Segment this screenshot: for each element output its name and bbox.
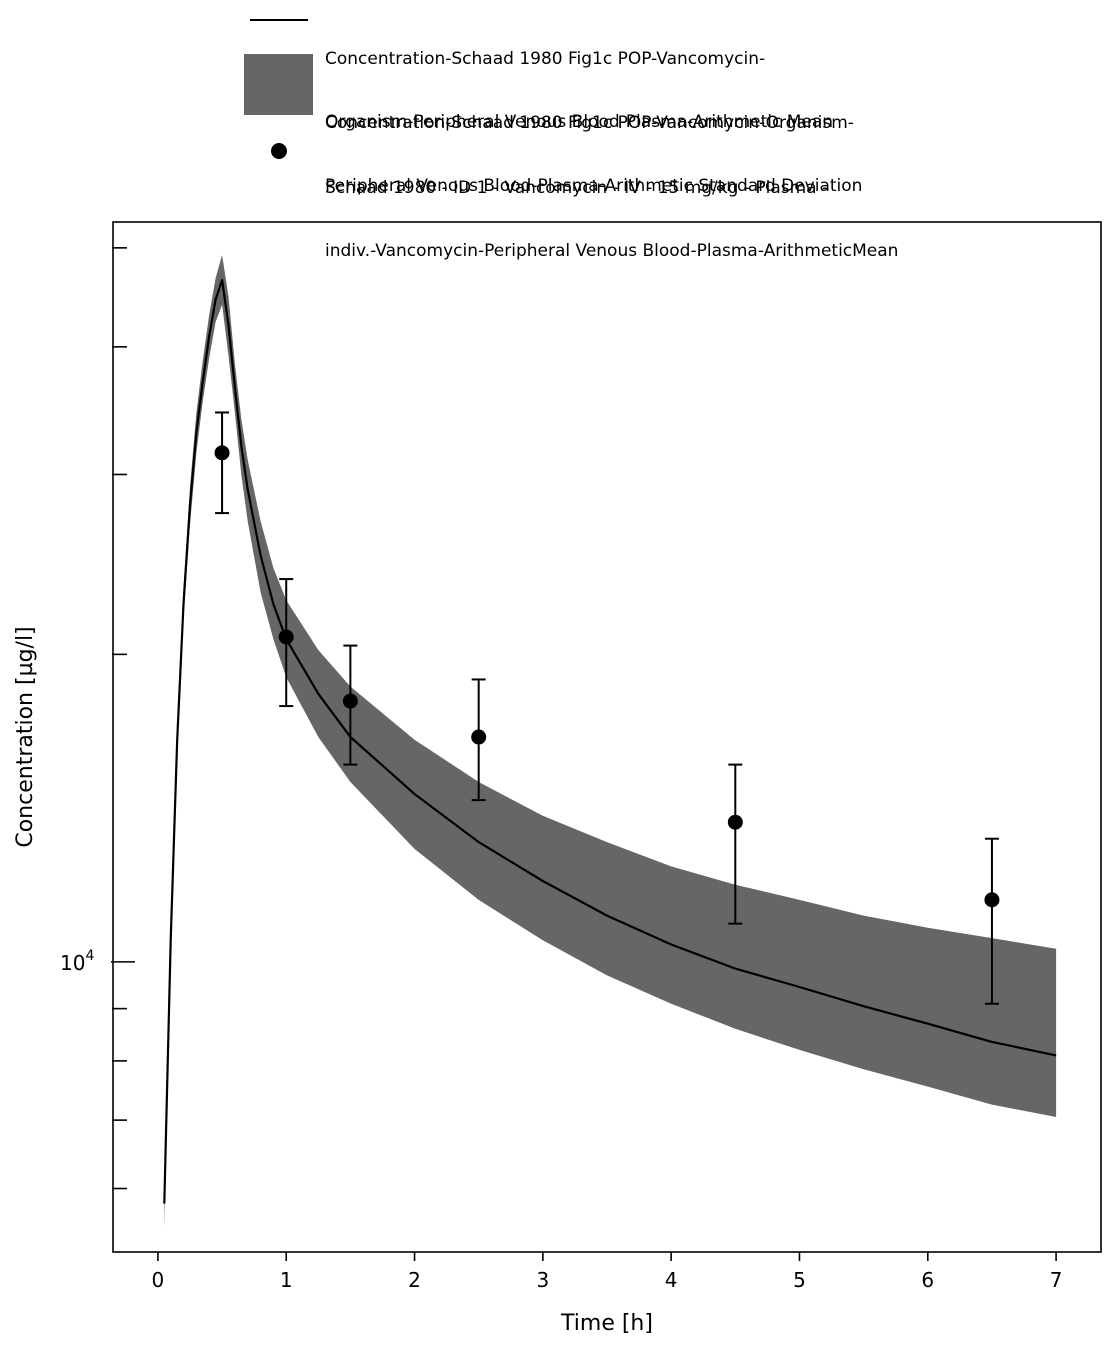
plot-frame bbox=[112, 221, 1102, 1253]
observed-point bbox=[471, 678, 487, 802]
observed-point bbox=[278, 578, 294, 708]
plot-area bbox=[163, 255, 1057, 1228]
legend-entry-observed: Schaad 1980 - ID 1 - Vancomycin - IV - 1… bbox=[325, 136, 898, 304]
data-point-marker bbox=[471, 729, 487, 745]
legend-entry-mean: Concentration-Schaad 1980 Fig1c POP-Vanc… bbox=[325, 7, 833, 175]
y-axis-label: Concentration [µg/l] bbox=[13, 626, 38, 847]
legend-band-swatch bbox=[244, 54, 313, 115]
y-tick-label-exponent: 4 bbox=[85, 948, 94, 964]
x-tick-label: 4 bbox=[665, 1268, 678, 1292]
sd-band bbox=[164, 255, 1057, 1228]
legend-entry-observed-line2: indiv.-Vancomycin-Peripheral Venous Bloo… bbox=[325, 241, 899, 261]
x-tick-label: 5 bbox=[793, 1268, 806, 1292]
data-point-marker bbox=[278, 629, 294, 645]
axes: 0 1 2 3 4 5 6 7 104 bbox=[60, 247, 1063, 1292]
legend-entry-sd-line2: Peripheral Venous Blood-Plasma-Arithmeti… bbox=[325, 176, 863, 196]
data-point-marker bbox=[342, 693, 358, 709]
legend-line-swatch bbox=[250, 19, 308, 21]
mean-line bbox=[163, 278, 1057, 1204]
x-tick-label: 0 bbox=[152, 1268, 165, 1292]
x-tick-label: 7 bbox=[1050, 1268, 1063, 1292]
x-tick-label: 3 bbox=[536, 1268, 549, 1292]
legend-entry-mean-line2: Organism-Peripheral Venous Blood-Plasma-… bbox=[325, 112, 834, 132]
legend-entry-observed-line1: Schaad 1980 - ID 1 - Vancomycin - IV - 1… bbox=[325, 178, 829, 198]
x-axis-label: Time [h] bbox=[560, 1311, 653, 1336]
observed-point bbox=[727, 763, 743, 925]
legend-entry-mean-line1: Concentration-Schaad 1980 Fig1c POP-Vanc… bbox=[325, 49, 766, 69]
x-tick-label: 2 bbox=[408, 1268, 421, 1292]
legend: Concentration-Schaad 1980 Fig1c POP-Vanc… bbox=[0, 0, 1104, 261]
data-point-marker bbox=[727, 814, 743, 830]
data-point-marker bbox=[984, 892, 1000, 908]
legend-entry-sd: Concentration-Schaad 1980 Fig1c POP-Vanc… bbox=[325, 71, 862, 239]
legend-entry-sd-line1: Concentration-Schaad 1980 Fig1c POP-Vanc… bbox=[325, 113, 854, 133]
observed-point bbox=[342, 644, 358, 766]
observed-point bbox=[214, 411, 230, 515]
x-tick-label: 6 bbox=[921, 1268, 934, 1292]
y-tick-label: 104 bbox=[60, 948, 94, 975]
x-tick-label: 1 bbox=[280, 1268, 293, 1292]
observed-point bbox=[984, 837, 1000, 1005]
legend-marker-swatch bbox=[271, 143, 287, 159]
data-point-marker bbox=[214, 445, 230, 461]
